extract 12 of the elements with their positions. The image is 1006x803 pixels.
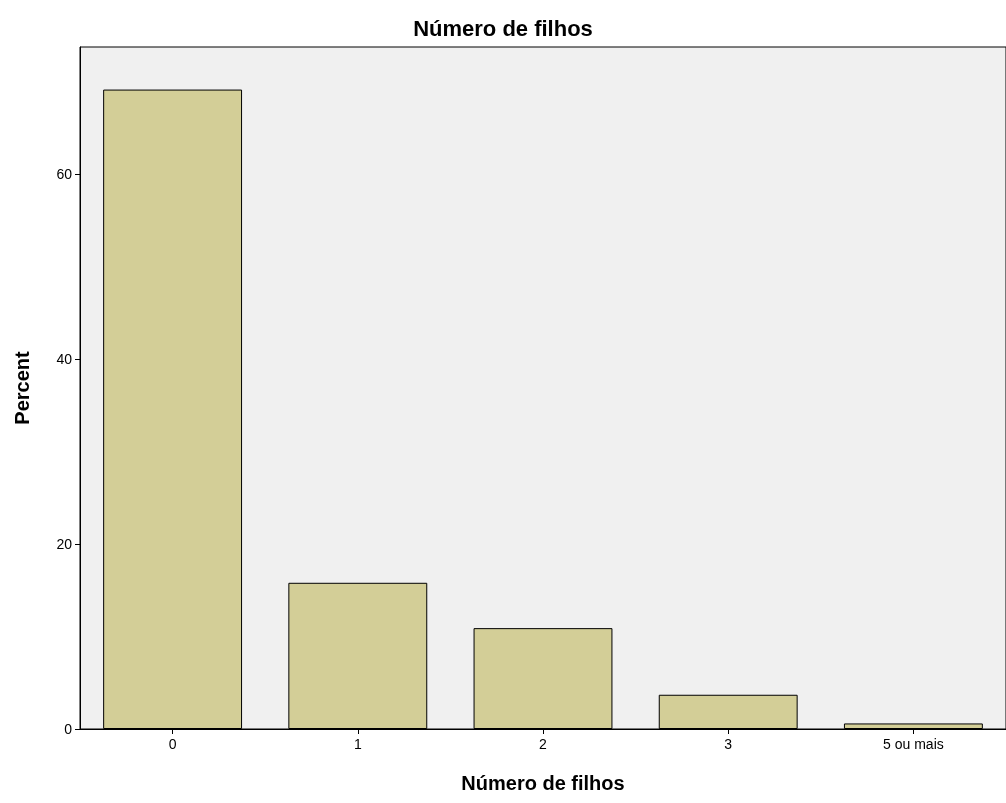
x-tick-label: 2: [539, 736, 548, 752]
x-tick-label: 0: [168, 736, 177, 752]
y-tick-label: 40: [56, 350, 73, 367]
chart-title: Número de filhos: [413, 15, 593, 41]
y-tick-label: 60: [56, 165, 73, 182]
x-tick-label: 1: [353, 736, 362, 752]
x-tick-label: 5 ou mais: [883, 736, 944, 752]
y-axis-title: Percent: [11, 350, 33, 425]
y-tick-label: 20: [56, 535, 73, 552]
y-tick-label: 0: [64, 721, 73, 737]
x-axis-title: Número de filhos: [461, 772, 625, 794]
x-tick-label: 3: [724, 736, 733, 752]
